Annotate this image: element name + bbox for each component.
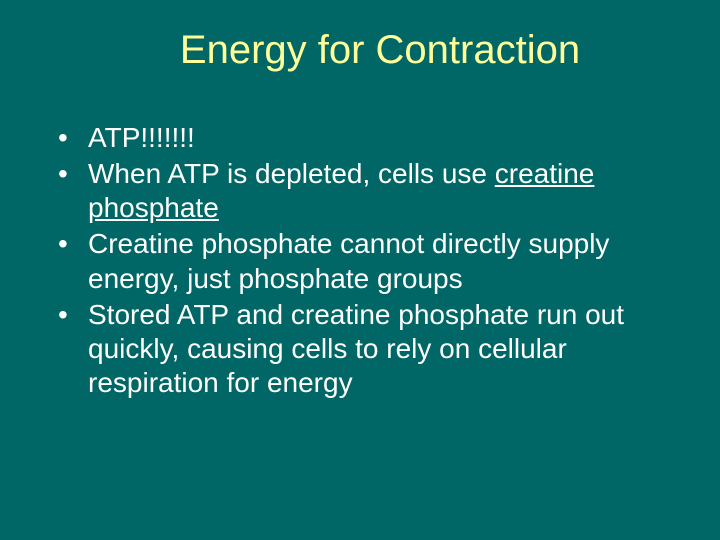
bullet-item: Creatine phosphate cannot directly suppl… [52,227,680,295]
bullet-list: ATP!!!!!!! When ATP is depleted, cells u… [40,121,680,400]
bullet-item: ATP!!!!!!! [52,121,680,155]
bullet-item: When ATP is depleted, cells use creatine… [52,157,680,225]
slide-container: Energy for Contraction ATP!!!!!!! When A… [0,0,720,540]
bullet-text: Stored ATP and creatine phosphate run ou… [88,299,624,398]
bullet-item: Stored ATP and creatine phosphate run ou… [52,298,680,400]
bullet-text-before: When ATP is depleted, cells use [88,158,495,189]
slide-title: Energy for Contraction [100,28,660,73]
bullet-text: ATP!!!!!!! [88,122,195,153]
bullet-text: Creatine phosphate cannot directly suppl… [88,228,609,293]
